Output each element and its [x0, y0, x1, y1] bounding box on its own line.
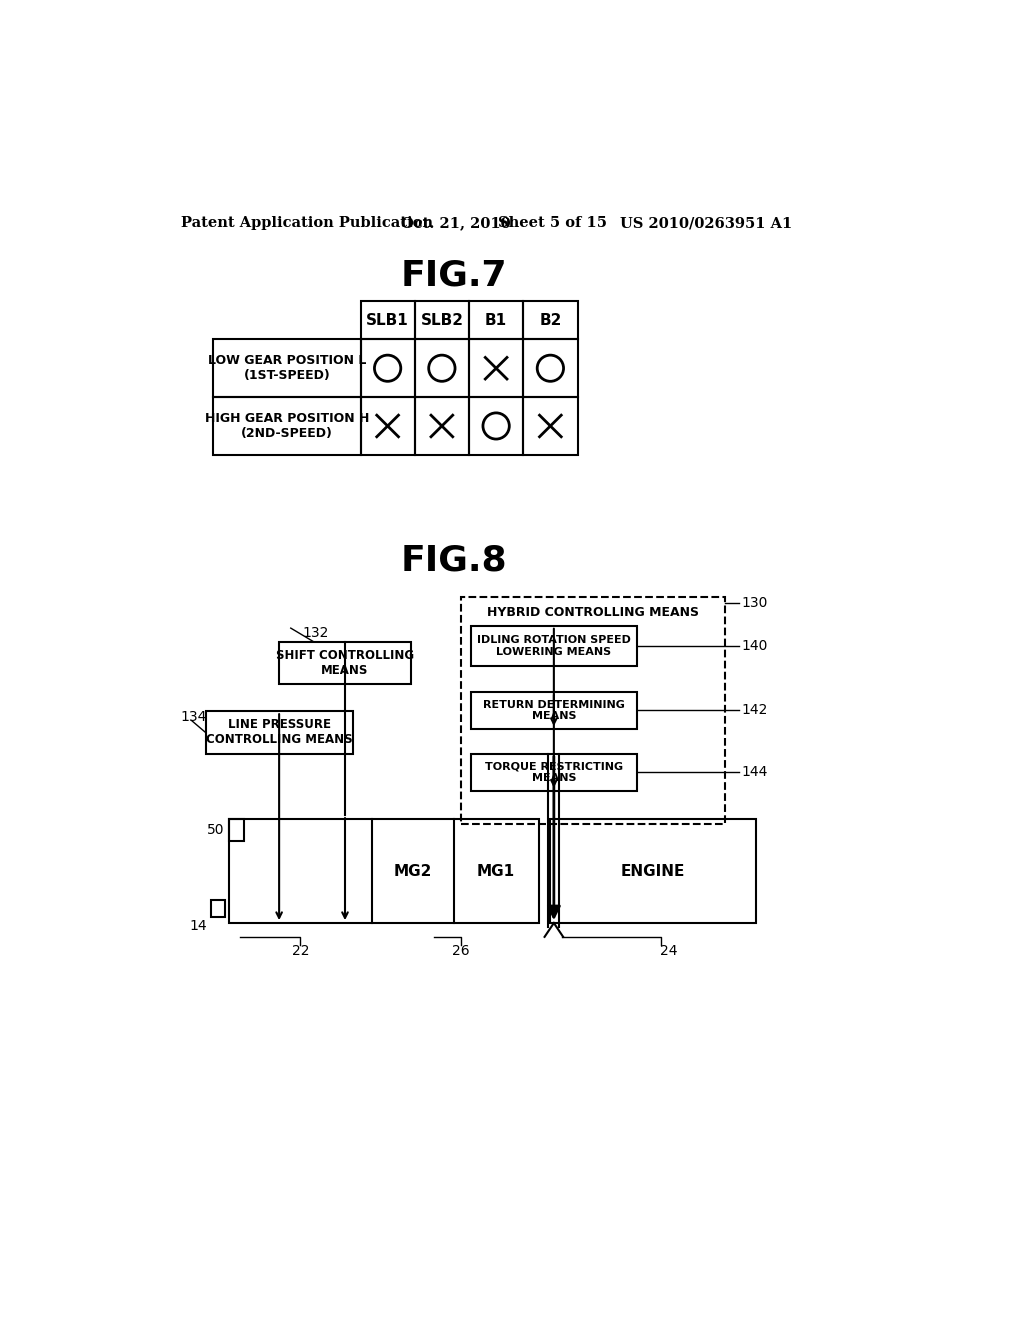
Bar — [206, 711, 352, 754]
Text: B1: B1 — [485, 313, 507, 327]
Bar — [523, 339, 578, 397]
Bar — [415, 339, 469, 397]
Text: FIG.8: FIG.8 — [400, 544, 507, 577]
Bar — [280, 642, 411, 684]
Bar — [415, 301, 469, 339]
Text: US 2010/0263951 A1: US 2010/0263951 A1 — [621, 216, 793, 230]
Bar — [523, 397, 578, 455]
Bar — [469, 339, 523, 397]
Text: Sheet 5 of 15: Sheet 5 of 15 — [499, 216, 607, 230]
Bar — [213, 339, 360, 397]
Bar — [415, 397, 469, 455]
Bar — [211, 900, 225, 917]
Bar — [461, 597, 725, 825]
Text: 140: 140 — [741, 639, 768, 653]
Text: 50: 50 — [207, 822, 224, 837]
Text: 130: 130 — [741, 597, 768, 610]
Text: HIGH GEAR POSITION H
(2ND-SPEED): HIGH GEAR POSITION H (2ND-SPEED) — [205, 412, 369, 440]
Text: SLB1: SLB1 — [367, 313, 409, 327]
Text: LINE PRESSURE
CONTROLLING MEANS: LINE PRESSURE CONTROLLING MEANS — [206, 718, 352, 746]
Bar — [471, 626, 637, 665]
Text: IDLING ROTATION SPEED
LOWERING MEANS: IDLING ROTATION SPEED LOWERING MEANS — [477, 635, 631, 656]
Text: RETURN DETERMINING
MEANS: RETURN DETERMINING MEANS — [483, 700, 625, 721]
Text: TORQUE RESTRICTING
MEANS: TORQUE RESTRICTING MEANS — [484, 762, 623, 783]
Text: ENGINE: ENGINE — [621, 863, 685, 879]
Bar — [469, 301, 523, 339]
Bar — [523, 301, 578, 339]
Text: SLB2: SLB2 — [421, 313, 464, 327]
Text: MG2: MG2 — [393, 863, 432, 879]
Text: 132: 132 — [302, 626, 329, 640]
Bar — [471, 754, 637, 791]
Text: Oct. 21, 2010: Oct. 21, 2010 — [400, 216, 510, 230]
Bar — [360, 339, 415, 397]
Bar — [213, 397, 360, 455]
Text: HYBRID CONTROLLING MEANS: HYBRID CONTROLLING MEANS — [487, 606, 699, 619]
Text: 22: 22 — [292, 944, 309, 958]
Text: MG1: MG1 — [477, 863, 515, 879]
Bar — [550, 818, 756, 923]
Text: 142: 142 — [741, 704, 768, 718]
Bar — [228, 818, 245, 841]
Bar — [471, 692, 637, 729]
Text: 134: 134 — [180, 710, 207, 725]
Text: B2: B2 — [540, 313, 561, 327]
Text: 24: 24 — [659, 944, 677, 958]
Bar — [469, 397, 523, 455]
Bar — [228, 818, 539, 923]
Text: 14: 14 — [189, 919, 207, 933]
Text: 26: 26 — [453, 944, 470, 958]
Bar — [360, 301, 415, 339]
Text: Patent Application Publication: Patent Application Publication — [180, 216, 433, 230]
Text: 144: 144 — [741, 766, 768, 779]
Text: LOW GEAR POSITION L
(1ST-SPEED): LOW GEAR POSITION L (1ST-SPEED) — [208, 354, 366, 383]
Text: SHIFT CONTROLLING
MEANS: SHIFT CONTROLLING MEANS — [275, 649, 414, 677]
Bar — [360, 397, 415, 455]
Text: FIG.7: FIG.7 — [400, 259, 507, 293]
